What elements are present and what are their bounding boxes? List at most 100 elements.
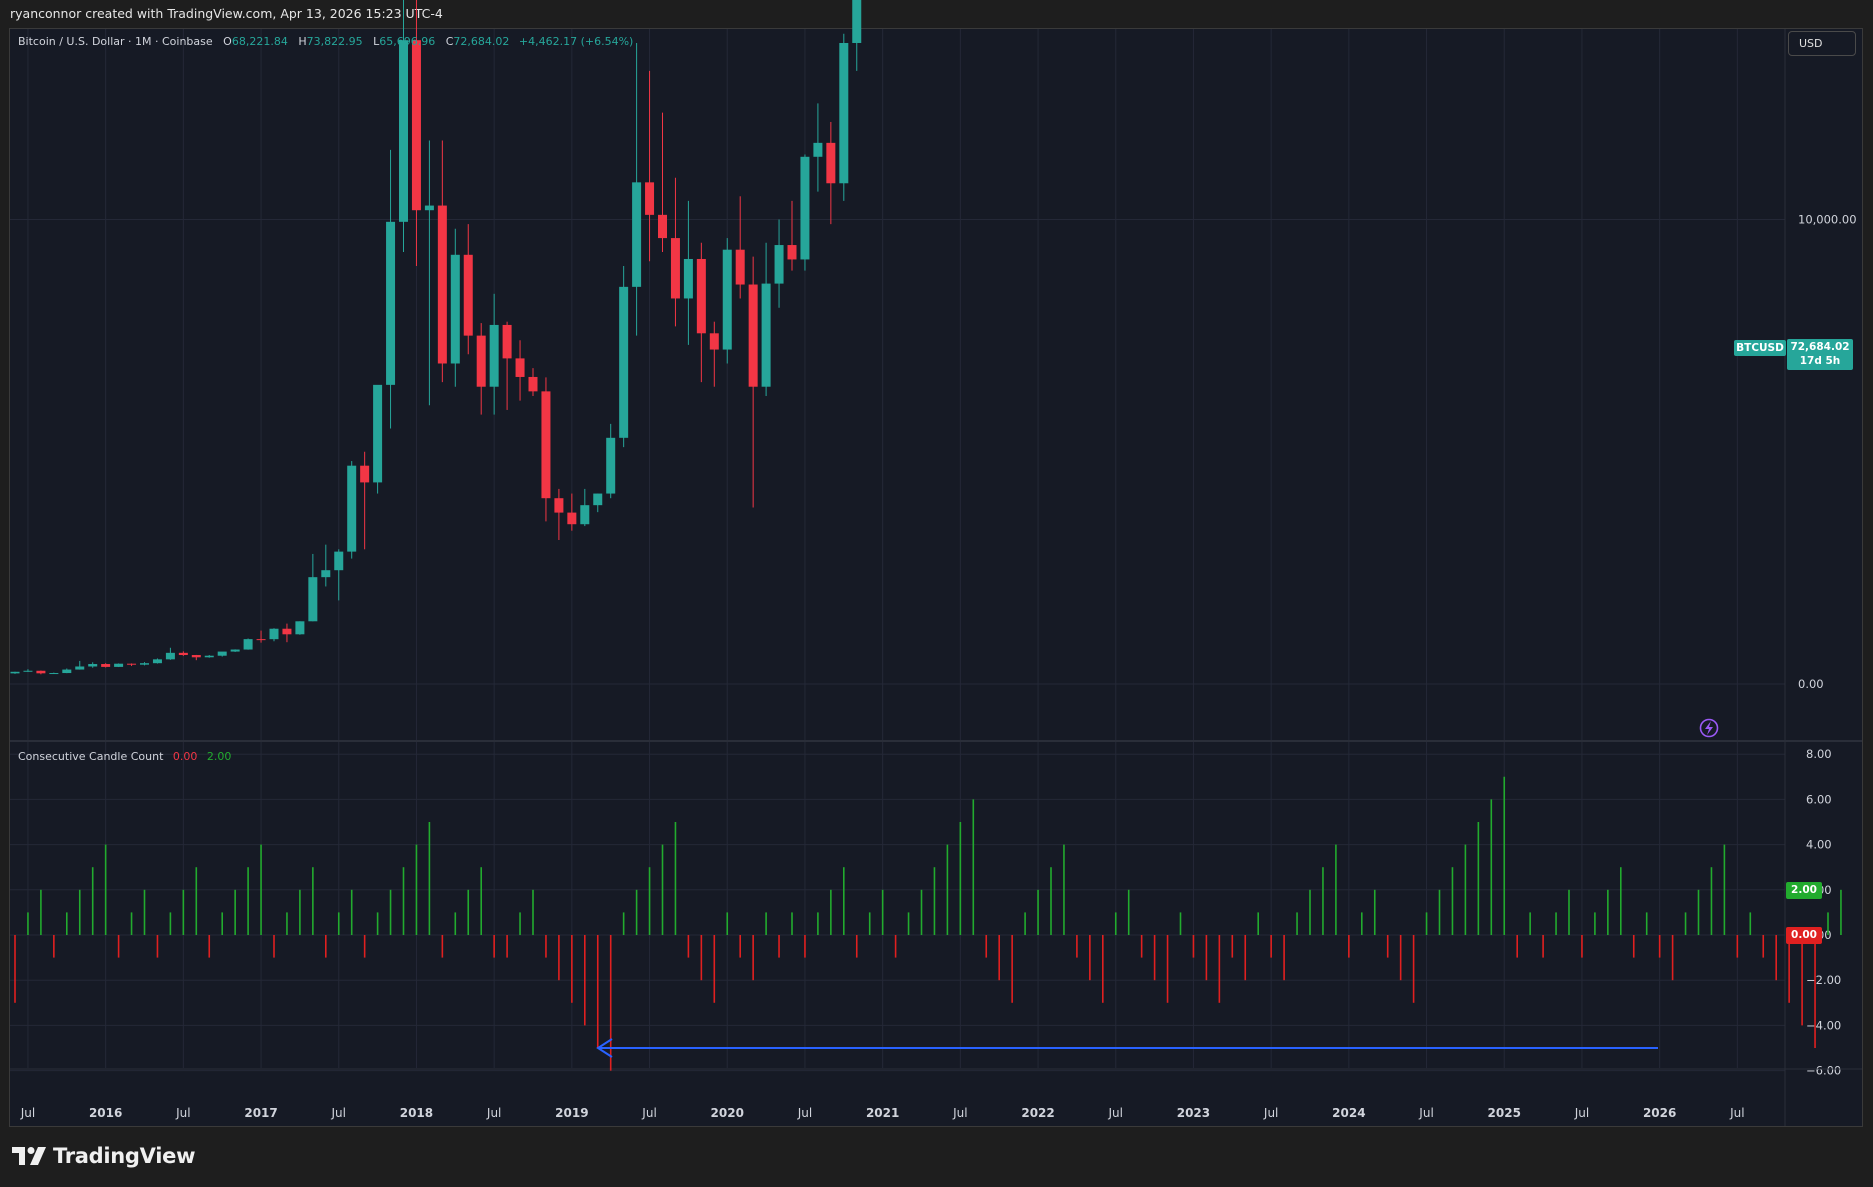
x-tick-label: Jul (1108, 1106, 1123, 1120)
symbol-price-tag: BTCUSD (1734, 340, 1786, 356)
candle-body (373, 384, 383, 483)
candle (787, 200, 797, 271)
candle-body (658, 214, 667, 239)
candle-body (476, 335, 486, 387)
candle (761, 242, 771, 397)
candle (722, 238, 732, 364)
candle-body (463, 254, 473, 336)
last-price-value: 72,684.02 (1790, 341, 1850, 353)
candle (191, 654, 201, 661)
x-tick-label: 2025 (1488, 1106, 1521, 1120)
x-tick-label: Jul (641, 1106, 656, 1120)
candle (502, 321, 512, 410)
candle (528, 368, 538, 397)
candle (399, 0, 408, 253)
candle (308, 553, 318, 622)
candle-body (114, 663, 124, 667)
candle (696, 242, 706, 383)
candle (75, 660, 85, 670)
indicator-legend[interactable]: Consecutive Candle Count 0.00 2.00 (18, 749, 231, 765)
candle-body (826, 142, 836, 184)
candle-body (282, 628, 292, 635)
candle (62, 668, 72, 674)
open-value: 68,221.84 (231, 35, 288, 48)
candle-body (386, 221, 396, 385)
candle-body (839, 42, 849, 184)
indicator-tick-label: 8.00 (1806, 747, 1832, 761)
x-tick-label: 2024 (1332, 1106, 1365, 1120)
candle-body (295, 621, 305, 635)
candle-body (49, 673, 59, 675)
candle (49, 672, 59, 675)
candle-body (204, 655, 214, 658)
candle (852, 0, 862, 71)
indicator-tick-label: −2.00 (1806, 973, 1841, 987)
x-tick-label: 2022 (1021, 1106, 1054, 1120)
indicator-green-tag: 2.00 (1786, 882, 1822, 899)
candle-body (528, 376, 538, 392)
indicator-value-red: 0.00 (172, 750, 198, 763)
candle (839, 33, 849, 201)
candle-body (308, 577, 318, 622)
candle-body (62, 669, 72, 674)
currency-button[interactable]: USD (1788, 31, 1856, 56)
footer-bar (0, 1127, 1873, 1187)
candle (800, 154, 810, 271)
symbol-title[interactable]: Bitcoin / U.S. Dollar · 1M · Coinbase (18, 35, 213, 48)
candle-body (450, 254, 460, 364)
candle (619, 265, 629, 448)
candle (217, 651, 227, 657)
tradingview-logo[interactable]: TradingView (12, 1144, 195, 1168)
candle (463, 224, 473, 355)
candle-body (88, 664, 98, 667)
candle-body (709, 333, 719, 350)
candle-body (217, 651, 227, 656)
chart-frame[interactable] (9, 28, 1863, 1127)
symbol-legend[interactable]: Bitcoin / U.S. Dollar · 1M · Coinbase O6… (18, 34, 633, 50)
candle-body (101, 664, 111, 667)
candle-body (722, 249, 732, 350)
candle (88, 662, 98, 668)
candle-body (735, 249, 745, 285)
candle-body (748, 284, 758, 387)
x-tick-label: Jul (1418, 1106, 1433, 1120)
candle (683, 200, 693, 345)
indicator-tick-label: −4.00 (1806, 1018, 1841, 1032)
indicator-red-tag: 0.00 (1786, 927, 1822, 944)
candle-body (683, 258, 693, 299)
candle-body (230, 649, 240, 652)
x-tick-label: Jul (486, 1106, 501, 1120)
candle-body (632, 182, 642, 287)
candle (411, 0, 421, 266)
candle-body (243, 639, 253, 650)
candle-body (152, 659, 162, 664)
indicator-tick-label: 6.00 (1806, 792, 1832, 806)
candle-body (554, 498, 564, 513)
candle (230, 649, 240, 652)
candle-body (696, 258, 706, 334)
low-value: 65,696.96 (379, 35, 436, 48)
x-tick-label: 2021 (866, 1106, 899, 1120)
candle-body (256, 639, 266, 641)
candle (606, 423, 616, 499)
candle (334, 549, 344, 601)
x-tick-label: 2019 (555, 1106, 588, 1120)
lightning-icon-bolt (1705, 721, 1713, 735)
x-tick-label: 2016 (89, 1106, 122, 1120)
candle (36, 670, 46, 675)
close-label: C (445, 35, 454, 48)
candle (476, 323, 486, 415)
candle-body (606, 437, 616, 494)
candle-body (541, 391, 551, 499)
candle-body (165, 652, 175, 660)
candle-body (334, 551, 344, 571)
candle (140, 662, 149, 666)
attribution-bar: ryanconnor created with TradingView.com,… (0, 0, 1873, 28)
candle (101, 663, 111, 668)
candle (593, 493, 603, 513)
candle (243, 638, 253, 650)
indicator-name[interactable]: Consecutive Candle Count (18, 750, 164, 763)
high-label: H (298, 35, 307, 48)
candle-body (10, 671, 20, 674)
